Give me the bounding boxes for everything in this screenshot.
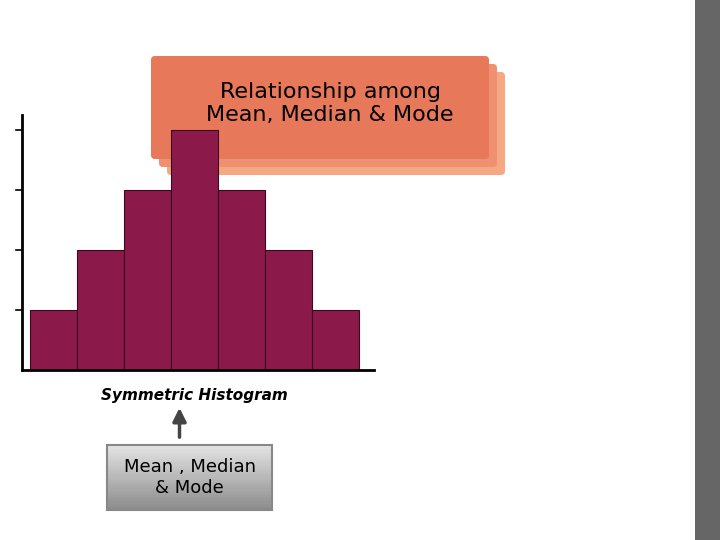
Bar — [77, 250, 124, 370]
Bar — [107, 451, 272, 454]
Bar — [107, 483, 272, 486]
Bar — [107, 496, 272, 499]
Bar — [107, 468, 272, 471]
Bar — [107, 485, 272, 488]
FancyBboxPatch shape — [151, 56, 489, 159]
Bar — [107, 453, 272, 456]
Bar — [107, 498, 272, 501]
Bar — [107, 501, 272, 503]
Bar — [107, 477, 272, 480]
Bar — [107, 444, 272, 447]
Bar — [171, 130, 218, 370]
Bar — [218, 190, 265, 370]
Bar — [107, 455, 272, 458]
Bar — [107, 445, 272, 510]
Bar — [107, 503, 272, 505]
Bar — [695, 0, 720, 540]
Bar — [107, 457, 272, 460]
Bar — [107, 492, 272, 495]
Bar — [107, 464, 272, 467]
Text: Symmetric Histogram: Symmetric Histogram — [101, 388, 288, 403]
Bar — [312, 310, 359, 370]
Bar — [107, 508, 272, 510]
Bar — [107, 460, 272, 462]
Bar — [107, 481, 272, 484]
Bar — [107, 462, 272, 464]
Bar — [107, 447, 272, 449]
Bar — [30, 310, 77, 370]
Bar — [107, 472, 272, 475]
Bar — [107, 488, 272, 490]
FancyBboxPatch shape — [167, 72, 505, 175]
Bar — [107, 466, 272, 469]
Bar — [107, 470, 272, 473]
Text: Mean , Median
& Mode: Mean , Median & Mode — [124, 458, 256, 497]
Bar — [107, 475, 272, 477]
Bar — [124, 190, 171, 370]
Bar — [107, 479, 272, 482]
Text: Relationship among
Mean, Median & Mode: Relationship among Mean, Median & Mode — [206, 82, 454, 125]
Bar — [265, 250, 312, 370]
Bar — [107, 494, 272, 497]
Bar — [107, 505, 272, 508]
Bar — [107, 490, 272, 492]
Bar — [107, 449, 272, 451]
FancyBboxPatch shape — [159, 64, 497, 167]
